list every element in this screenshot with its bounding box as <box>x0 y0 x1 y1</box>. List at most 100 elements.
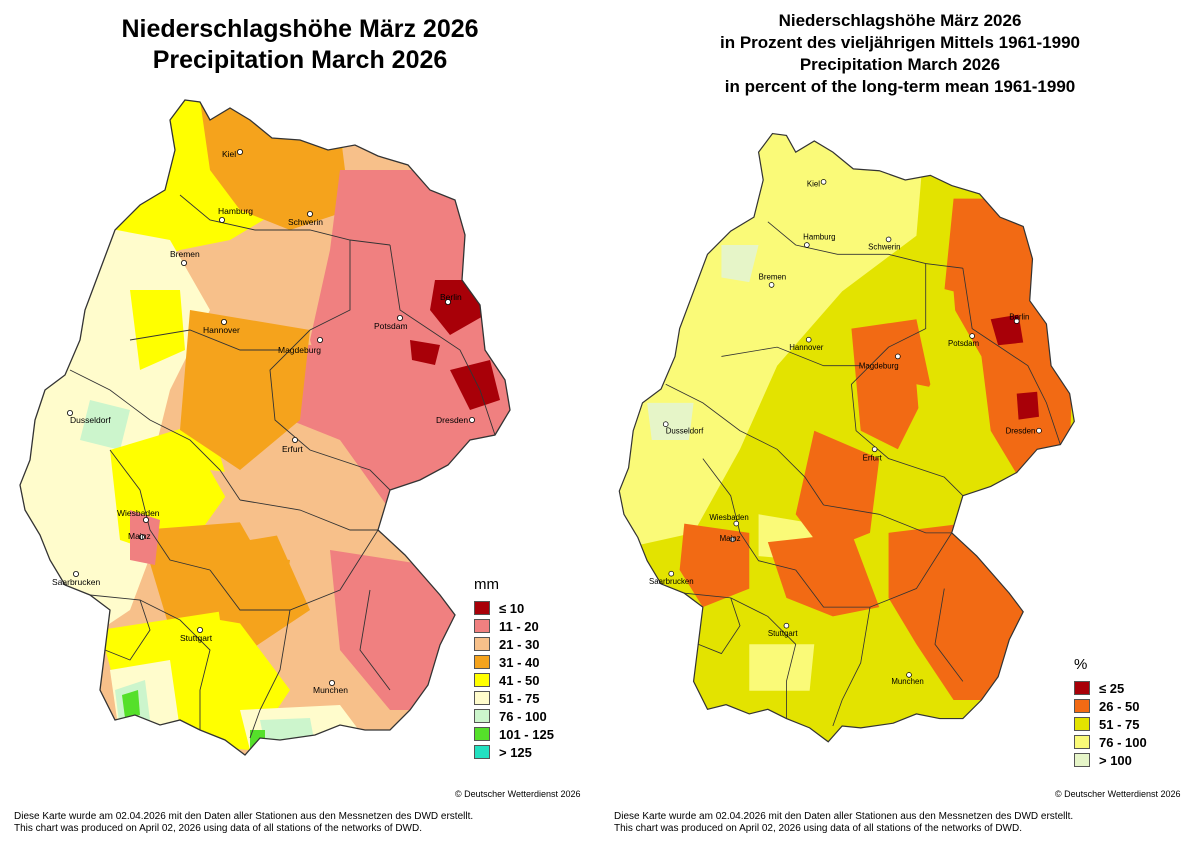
svg-text:Saarbrucken: Saarbrucken <box>649 577 694 586</box>
svg-text:Dusseldorf: Dusseldorf <box>70 415 111 425</box>
left-legend-item: 31 - 40 <box>474 653 554 671</box>
left-legend-label: 101 - 125 <box>499 726 554 742</box>
right-legend-swatch <box>1074 681 1090 695</box>
city-hamburg: Hamburg <box>803 232 836 248</box>
right-legend-item: 76 - 100 <box>1074 733 1147 751</box>
city-mainz: Mainz <box>720 534 741 543</box>
city-mainz: Mainz <box>128 531 151 541</box>
left-legend-item: 76 - 100 <box>474 707 554 725</box>
city-stuttgart: Stuttgart <box>180 627 213 643</box>
left-legend-swatch <box>474 709 490 723</box>
city-magdeburg: Magdeburg <box>859 353 901 371</box>
right-legend-swatch <box>1074 717 1090 731</box>
svg-text:Bremen: Bremen <box>759 272 787 281</box>
city-saarbrucken: Saarbrucken <box>649 570 694 586</box>
left-legend-swatch <box>474 601 490 615</box>
right-legend-item: ≤ 25 <box>1074 679 1147 697</box>
right-legend-item: 26 - 50 <box>1074 697 1147 715</box>
svg-text:Dresden: Dresden <box>1006 426 1036 435</box>
left-legend-label: 31 - 40 <box>499 654 540 670</box>
svg-text:Hamburg: Hamburg <box>218 206 253 216</box>
left-legend-label: 51 - 75 <box>499 690 540 706</box>
left-map-title: Niederschlagshöhe März 2026 Precipitatio… <box>60 14 540 76</box>
svg-text:Bremen: Bremen <box>170 249 200 259</box>
svg-text:Mainz: Mainz <box>720 534 741 543</box>
svg-text:Erfurt: Erfurt <box>282 444 303 454</box>
svg-text:Potsdam: Potsdam <box>374 321 408 331</box>
city-stuttgart: Stuttgart <box>768 622 799 638</box>
right-title-line3: Precipitation March 2026 <box>799 55 1001 74</box>
city-dusseldorf: Dusseldorf <box>67 409 111 425</box>
left-legend-item: 51 - 75 <box>474 689 554 707</box>
right-title-line2: in Prozent des vieljährigen Mittels 1961… <box>720 33 1080 52</box>
right-legend-swatch <box>1074 699 1090 713</box>
right-map-title: Niederschlagshöhe März 2026 in Prozent d… <box>640 10 1160 98</box>
city-schwerin: Schwerin <box>288 211 323 227</box>
right-legend-item: 51 - 75 <box>1074 715 1147 733</box>
left-legend-item: 21 - 30 <box>474 635 554 653</box>
city-kiel: Kiel <box>807 179 827 189</box>
right-map-region-fills <box>619 133 1075 742</box>
city-berlin: Berlin <box>440 292 462 305</box>
city-hannover: Hannover <box>203 318 240 335</box>
svg-text:Saarbrucken: Saarbrucken <box>52 577 100 587</box>
right-title-line4: in percent of the long-term mean 1961-19… <box>724 77 1076 96</box>
svg-text:Stuttgart: Stuttgart <box>768 629 799 638</box>
left-legend-item: 11 - 20 <box>474 617 554 635</box>
left-legend-item: 101 - 125 <box>474 725 554 743</box>
right-footer: Diese Karte wurde am 02.04.2026 mit den … <box>614 811 1073 835</box>
city-erfurt: Erfurt <box>863 446 883 462</box>
city-potsdam: Potsdam <box>948 333 980 348</box>
left-state-borders <box>19 99 511 756</box>
left-footer-en: This chart was produced on April 02, 202… <box>14 823 422 834</box>
city-potsdam: Potsdam <box>374 314 408 331</box>
left-city-markers: Kiel Hamburg Schwerin Bremen Berlin Hann… <box>52 149 475 695</box>
svg-text:Mainz: Mainz <box>128 531 151 541</box>
left-legend-swatch <box>474 745 490 759</box>
right-copyright: © Deutscher Wetterdienst 2026 <box>1055 789 1181 799</box>
city-dusseldorf: Dusseldorf <box>662 421 704 436</box>
svg-text:Stuttgart: Stuttgart <box>180 633 213 643</box>
right-footer-en: This chart was produced on April 02, 202… <box>614 823 1022 834</box>
left-legend-item: > 125 <box>474 743 554 761</box>
svg-text:Wiesbaden: Wiesbaden <box>709 513 748 522</box>
left-copyright: © Deutscher Wetterdienst 2026 <box>455 789 581 799</box>
svg-text:Magdeburg: Magdeburg <box>278 345 321 355</box>
left-legend: mm ≤ 10 11 - 20 21 - 30 31 - 40 41 - 50 … <box>474 576 554 761</box>
right-legend-label: > 100 <box>1099 752 1132 768</box>
left-legend-unit: mm <box>474 576 499 593</box>
right-legend-label: 26 - 50 <box>1099 698 1140 714</box>
svg-text:Hannover: Hannover <box>789 343 824 352</box>
right-legend-swatch <box>1074 753 1090 767</box>
svg-text:Munchen: Munchen <box>891 677 923 686</box>
city-kiel: Kiel <box>222 149 243 159</box>
left-precipitation-map: Kiel Hamburg Schwerin Bremen Berlin Hann… <box>19 99 511 756</box>
left-legend-swatch <box>474 619 490 633</box>
left-legend-swatch <box>474 655 490 669</box>
city-bremen: Bremen <box>170 249 200 266</box>
city-berlin: Berlin <box>1009 312 1029 324</box>
svg-text:Erfurt: Erfurt <box>863 453 883 462</box>
city-erfurt: Erfurt <box>282 436 303 454</box>
city-bremen: Bremen <box>759 272 787 288</box>
svg-text:Berlin: Berlin <box>1009 312 1029 321</box>
svg-text:Hannover: Hannover <box>203 325 240 335</box>
right-footer-de: Diese Karte wurde am 02.04.2026 mit den … <box>614 811 1074 822</box>
svg-text:Munchen: Munchen <box>313 685 348 695</box>
city-wiesbaden: Wiesbaden <box>709 513 749 527</box>
right-city-markers: Kiel Hamburg Schwerin Bremen Berlin Hann… <box>649 179 1042 686</box>
right-legend: % ≤ 25 26 - 50 51 - 75 76 - 100 > 100 <box>1074 656 1147 769</box>
svg-text:Kiel: Kiel <box>222 149 236 159</box>
left-legend-item: ≤ 10 <box>474 599 554 617</box>
svg-text:Hamburg: Hamburg <box>803 232 835 241</box>
left-legend-label: 11 - 20 <box>499 618 539 634</box>
svg-text:Schwerin: Schwerin <box>868 243 900 252</box>
left-legend-label: > 125 <box>499 744 532 760</box>
left-footer-de: Diese Karte wurde am 02.04.2026 mit den … <box>14 811 474 822</box>
right-legend-unit: % <box>1074 656 1088 673</box>
left-legend-swatch <box>474 637 490 651</box>
svg-text:Schwerin: Schwerin <box>288 217 323 227</box>
left-legend-label: ≤ 10 <box>499 600 525 616</box>
city-saarbrucken: Saarbrucken <box>52 570 100 587</box>
city-hannover: Hannover <box>789 336 824 352</box>
